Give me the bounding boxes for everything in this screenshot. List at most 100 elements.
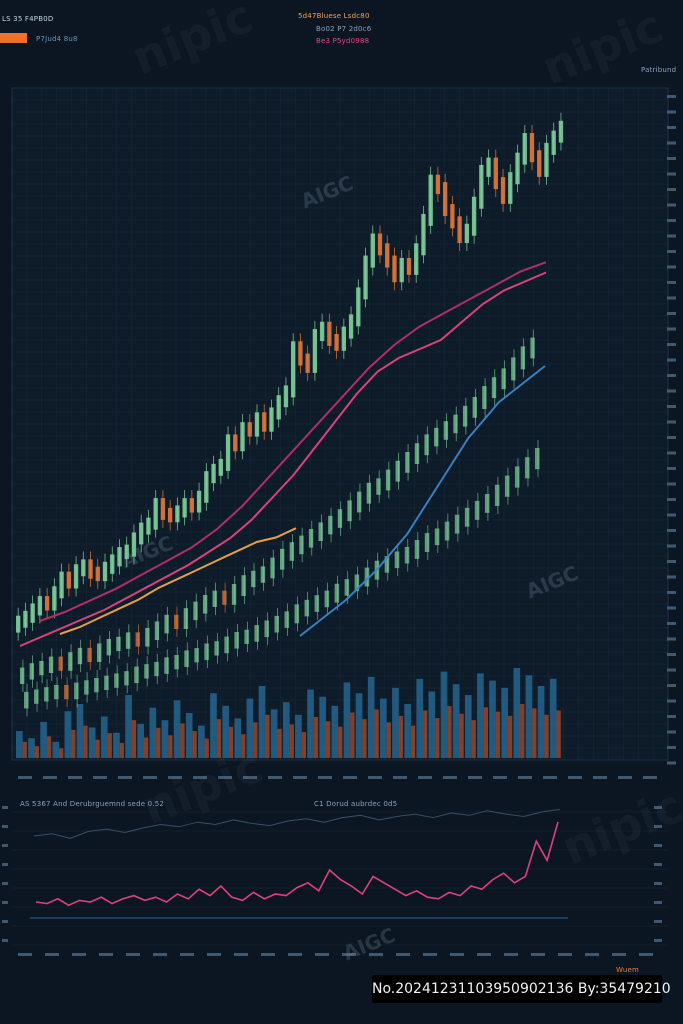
lower-panel-left-title: AS 5367 And Derubrguemnd sede 0.52 — [20, 800, 165, 808]
candle-body — [404, 546, 410, 564]
candle-body — [376, 478, 381, 495]
candle-body — [529, 133, 535, 163]
volume-bar — [270, 709, 278, 758]
candle-body — [484, 494, 490, 513]
lower-x-tick-mark — [180, 953, 194, 956]
candle-body — [224, 636, 229, 654]
candle-body — [48, 656, 54, 673]
lower-left-tick-mark — [2, 882, 8, 885]
lower-x-tick-mark — [504, 953, 518, 956]
candle-body — [125, 632, 131, 649]
volume-bar — [83, 725, 88, 758]
candle-body — [299, 535, 304, 555]
candle-body — [189, 498, 195, 513]
candle-body — [514, 466, 520, 488]
candle-body — [304, 599, 310, 617]
candle-body — [494, 484, 500, 506]
lower-panel-right-corner-label: Wuem — [616, 966, 640, 974]
candle-body — [135, 632, 140, 647]
volume-bar — [34, 746, 40, 758]
candle-body — [44, 687, 49, 702]
candle-body — [194, 648, 199, 663]
header-left-sub-label: P7Jud4 8u8 — [36, 35, 78, 43]
image-id-footer: No.20241231103950902136 By:35479210 — [372, 975, 671, 1003]
y-tick-mark — [667, 622, 676, 625]
volume-bar — [428, 691, 436, 758]
volume-bar — [131, 720, 137, 758]
candle-body — [183, 608, 189, 629]
candle-body — [377, 233, 383, 256]
candle-body — [160, 498, 166, 520]
candle-body — [414, 540, 420, 559]
lower-panel-center-title: C1 Dorud aubrdec 0d5 — [314, 800, 398, 808]
x-tick-mark — [543, 776, 557, 779]
lower-right-tick-mark — [654, 901, 662, 904]
candle-body — [328, 515, 333, 535]
y-tick-mark — [667, 405, 676, 408]
candle-body — [58, 656, 63, 671]
x-tick-mark — [118, 776, 132, 779]
lower-left-tick-mark — [2, 939, 8, 942]
volume-bar — [319, 696, 327, 758]
y-tick-mark — [667, 265, 676, 269]
candle-body — [482, 386, 487, 409]
candle-body — [144, 664, 149, 679]
candle-body — [324, 590, 330, 608]
y-tick-mark — [667, 482, 676, 486]
candle-body — [450, 204, 455, 229]
candle-body — [457, 216, 462, 244]
y-tick-mark — [667, 746, 676, 749]
candle-body — [104, 675, 109, 690]
y-tick-mark — [667, 312, 676, 315]
volume-bar — [537, 686, 545, 758]
candle-body — [334, 333, 339, 351]
candle-body — [464, 223, 470, 244]
candle-body — [444, 521, 450, 541]
lower-right-tick-mark — [654, 939, 662, 942]
y-tick-mark — [667, 234, 676, 238]
y-tick-mark — [667, 467, 676, 470]
y-tick-mark — [667, 591, 676, 594]
volume-bar — [532, 708, 537, 758]
y-tick-mark — [667, 389, 676, 393]
volume-bar — [410, 725, 416, 758]
y-tick-mark — [667, 327, 676, 331]
candle-body — [558, 120, 564, 143]
volume-bar — [386, 722, 391, 758]
lower-x-tick-mark — [99, 953, 113, 956]
volume-bar — [52, 741, 60, 758]
header-right-label: Patribund — [641, 66, 677, 74]
candle-body — [145, 628, 150, 647]
candle-body — [30, 603, 35, 623]
candle-body — [87, 647, 92, 662]
volume-bar — [192, 731, 197, 758]
candle-body — [357, 491, 362, 513]
candle-body — [364, 567, 370, 587]
lower-x-tick-mark — [585, 953, 599, 956]
candle-body — [231, 584, 237, 605]
candle-body — [204, 643, 209, 661]
lower-x-tick-mark — [531, 953, 545, 956]
moving-average-line — [59, 527, 297, 635]
candle-body — [175, 505, 180, 523]
candle-body — [479, 164, 484, 209]
candle-body — [182, 498, 187, 518]
volume-bar — [228, 726, 234, 758]
volume-bar — [173, 700, 181, 758]
volume-bar — [180, 723, 185, 758]
y-tick-mark — [667, 188, 676, 191]
x-tick-mark — [393, 776, 407, 779]
candle-body — [68, 652, 73, 671]
lower-x-tick-mark — [18, 953, 32, 956]
candle-body — [222, 590, 227, 605]
volume-bar — [156, 727, 161, 758]
volume-bar — [338, 726, 343, 758]
y-tick-mark — [667, 110, 676, 114]
candle-body — [392, 255, 397, 283]
axis-ticks — [2, 95, 676, 956]
candle-body — [428, 174, 433, 226]
x-tick-mark — [418, 776, 432, 779]
lower-x-tick-mark — [234, 953, 248, 956]
candle-body — [88, 559, 93, 579]
candle-body — [500, 177, 506, 204]
